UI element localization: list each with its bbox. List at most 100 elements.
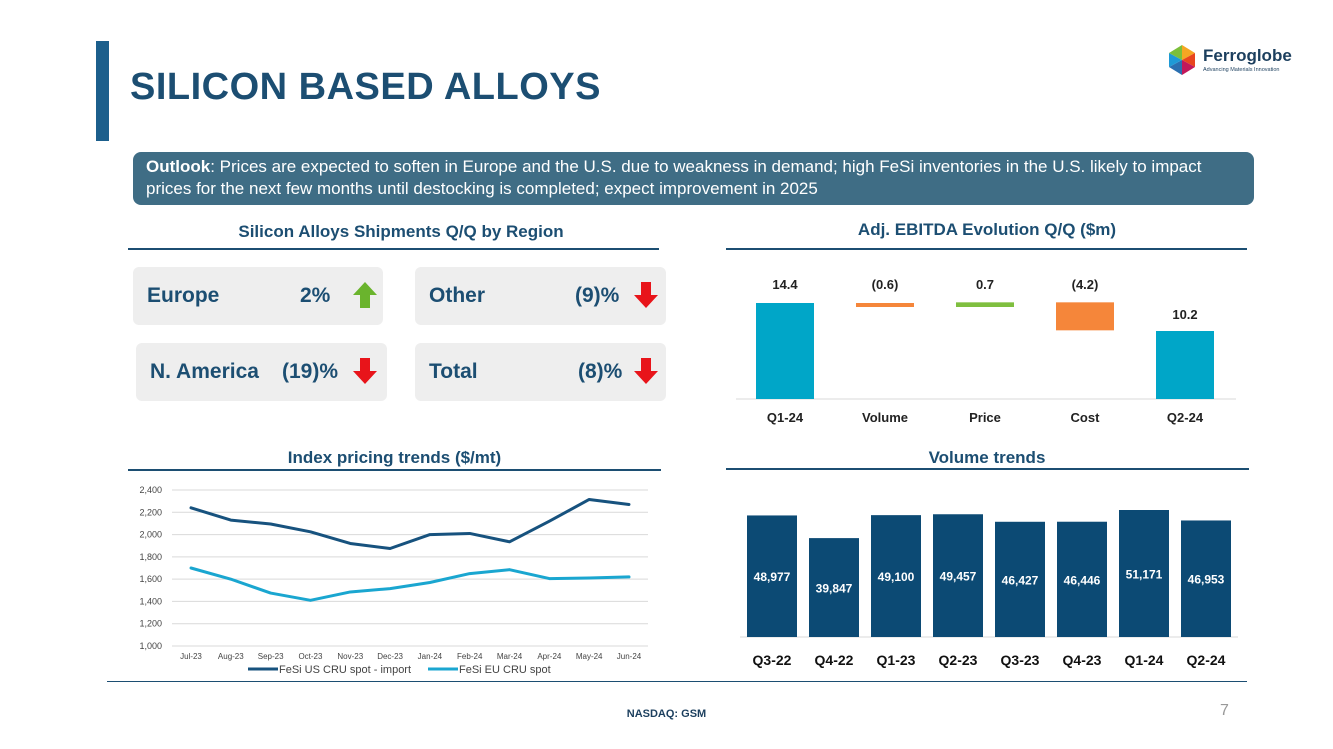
ebitda-category-label: Price: [969, 410, 1001, 425]
ebitda-category-label: Q1-24: [767, 410, 804, 425]
region-label: Total: [429, 360, 478, 383]
arrow-up-icon: [353, 282, 377, 308]
x-tick-label: Apr-24: [537, 652, 562, 661]
volume-data-label: 49,457: [940, 570, 977, 584]
y-tick-label: 2,000: [139, 530, 162, 540]
volume-category-label: Q4-23: [1063, 652, 1102, 668]
ebitda-bar: [1156, 331, 1214, 399]
x-tick-label: Sep-23: [258, 652, 284, 661]
volume-data-label: 46,446: [1064, 573, 1101, 587]
y-tick-label: 1,800: [139, 552, 162, 562]
ebitda-bar: [756, 303, 814, 399]
outlook-banner: Outlook: Prices are expected to soften i…: [133, 152, 1254, 205]
x-tick-label: May-24: [576, 652, 603, 661]
volume-category-label: Q4-22: [815, 652, 854, 668]
y-tick-label: 2,400: [139, 485, 162, 495]
ebitda-data-label: 14.4: [772, 277, 798, 292]
x-tick-label: Feb-24: [457, 652, 483, 661]
index-pricing-chart: 1,000 1,200 1,400 1,600 1,800 2,000 2,200 2,400…: [139, 485, 648, 676]
volume-bar: [995, 521, 1045, 637]
volume-bar: [1119, 510, 1169, 637]
volume-category-label: Q2-23: [939, 652, 978, 668]
logo-tagline: Advancing Materials Innovation: [1203, 67, 1280, 73]
region-label: Other: [429, 284, 486, 307]
ebitda-data-label: 10.2: [1172, 307, 1197, 322]
x-tick-label: Mar-24: [497, 652, 523, 661]
shipments-title: Silicon Alloys Shipments Q/Q by Region: [238, 222, 564, 241]
volume-bar: [747, 515, 797, 637]
region-label: Europe: [147, 284, 220, 307]
volume-bar: [809, 538, 859, 637]
volume-bar: [1057, 521, 1107, 637]
x-tick-label: Jun-24: [617, 652, 642, 661]
x-tick-label: Oct-23: [298, 652, 323, 661]
volume-data-label: 49,100: [878, 570, 915, 584]
volume-data-label: 46,427: [1002, 573, 1039, 587]
volume-rule: [726, 468, 1249, 470]
arrow-down-icon: [634, 358, 658, 384]
region-value: (9)%: [575, 284, 620, 307]
volume-data-label: 51,171: [1126, 568, 1163, 582]
y-tick-label: 1,200: [139, 619, 162, 629]
region-value: 2%: [300, 284, 331, 307]
footer-rule: [107, 681, 1247, 682]
ebitda-data-label: (4.2): [1072, 277, 1099, 292]
ebitda-bar: [856, 303, 914, 307]
volume-category-label: Q3-22: [753, 652, 792, 668]
y-tick-label: 2,200: [139, 507, 162, 517]
region-value: (8)%: [578, 360, 623, 383]
y-tick-label: 1,000: [139, 641, 162, 651]
x-tick-label: Jul-23: [180, 652, 202, 661]
volume-bar: [871, 515, 921, 637]
x-tick-label: Nov-23: [337, 652, 363, 661]
volume-category-label: Q3-23: [1001, 652, 1040, 668]
region-value: (19)%: [282, 360, 339, 383]
ebitda-data-label: 0.7: [976, 277, 994, 292]
ebitda-category-label: Cost: [1071, 410, 1101, 425]
arrow-down-icon: [634, 282, 658, 308]
logo-name: Ferroglobe: [1203, 46, 1292, 65]
x-tick-label: Jan-24: [418, 652, 443, 661]
region-card-other: Other (9)%: [415, 267, 666, 325]
legend-label: FeSi EU CRU spot: [459, 664, 551, 676]
volume-bar: [933, 514, 983, 637]
volume-data-label: 46,953: [1188, 573, 1225, 587]
ebitda-category-label: Volume: [862, 410, 908, 425]
y-tick-label: 1,600: [139, 574, 162, 584]
ebitda-rule: [726, 248, 1247, 250]
footer-ticker: NASDAQ: GSM: [626, 708, 707, 720]
volume-category-label: Q1-24: [1125, 652, 1164, 668]
ebitda-category-label: Q2-24: [1167, 410, 1204, 425]
x-tick-label: Aug-23: [218, 652, 244, 661]
title-accent-bar: [96, 41, 109, 141]
region-card-europe: Europe 2%: [133, 267, 383, 325]
legend-label: FeSi US CRU spot - import: [279, 664, 411, 676]
volume-data-label: 48,977: [754, 570, 791, 584]
x-tick-label: Dec-23: [377, 652, 403, 661]
ebitda-waterfall-chart: 14.4 Q1-24 (0.6) Volume 0.7 Price (4.2) Cost 10.…: [736, 277, 1236, 425]
y-tick-label: 1,400: [139, 596, 162, 606]
volume-category-label: Q1-23: [877, 652, 916, 668]
ebitda-title: Adj. EBITDA Evolution Q/Q ($m): [857, 220, 1117, 239]
ebitda-bar: [1056, 302, 1114, 331]
volume-data-label: 39,847: [816, 582, 853, 596]
volume-bar: [1181, 520, 1231, 637]
region-card-total: Total (8)%: [415, 343, 666, 401]
outlook-label: Outlook: [146, 157, 211, 176]
ebitda-data-label: (0.6): [872, 277, 899, 292]
series-line: [189, 497, 631, 550]
volume-bar-chart: 48,977 Q3-22 39,847 Q4-22 49,100 Q1-23 49,457 Q…: [740, 510, 1238, 668]
series-line: [189, 566, 631, 602]
index-title: Index pricing trends ($/mt): [287, 448, 502, 467]
page-number: 7: [1220, 702, 1229, 719]
region-card-north-america: N. America (19)%: [136, 343, 387, 401]
ferroglobe-logo-icon: [1169, 45, 1195, 75]
volume-title: Volume trends: [928, 448, 1046, 467]
ebitda-bar: [956, 302, 1014, 307]
region-label: N. America: [150, 360, 259, 383]
shipments-rule: [128, 248, 659, 250]
index-rule: [128, 469, 661, 471]
arrow-down-icon: [353, 358, 377, 384]
outlook-text: : Prices are expected to soften in Europ…: [146, 157, 1202, 198]
volume-category-label: Q2-24: [1187, 652, 1226, 668]
